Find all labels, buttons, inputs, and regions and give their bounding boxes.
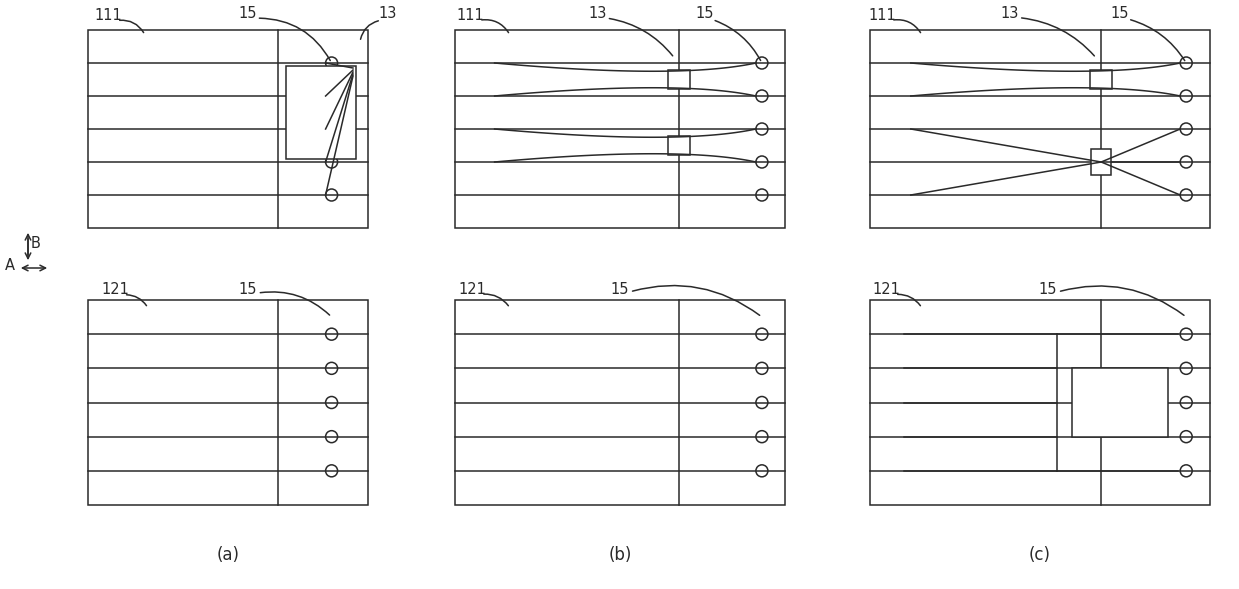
Text: 111: 111 xyxy=(456,8,484,24)
Bar xyxy=(88,30,368,228)
Text: (b): (b) xyxy=(608,546,632,564)
Text: 13: 13 xyxy=(589,5,607,21)
Text: 13: 13 xyxy=(1001,5,1020,21)
Text: (c): (c) xyxy=(1030,546,1051,564)
Bar xyxy=(870,300,1211,505)
Bar xyxy=(1072,368,1168,436)
Text: (a): (a) xyxy=(217,546,239,564)
Text: 15: 15 xyxy=(611,283,629,297)
Text: 15: 15 xyxy=(1038,283,1057,297)
Text: B: B xyxy=(31,237,41,252)
Text: 111: 111 xyxy=(94,8,121,24)
Bar xyxy=(668,137,690,154)
Text: 15: 15 xyxy=(1110,5,1129,21)
Text: 15: 15 xyxy=(239,5,258,21)
Text: 15: 15 xyxy=(239,283,258,297)
Bar xyxy=(88,300,368,505)
Text: 121: 121 xyxy=(872,283,900,297)
Text: 13: 13 xyxy=(379,5,398,21)
Bar xyxy=(870,30,1211,228)
Bar xyxy=(455,30,786,228)
Text: 111: 111 xyxy=(869,8,896,24)
Text: 121: 121 xyxy=(458,283,486,297)
Bar xyxy=(455,300,786,505)
Text: A: A xyxy=(5,259,15,273)
Text: 15: 15 xyxy=(696,5,714,21)
Bar xyxy=(286,66,356,159)
Text: 121: 121 xyxy=(102,283,129,297)
Bar xyxy=(1090,71,1113,88)
Bar xyxy=(668,71,690,88)
Bar xyxy=(1092,149,1111,175)
